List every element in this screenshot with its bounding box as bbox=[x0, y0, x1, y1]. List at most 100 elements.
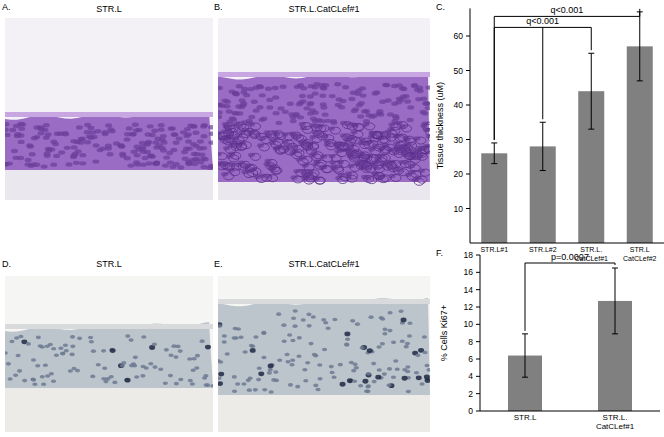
error-bar bbox=[588, 53, 594, 129]
nucleus bbox=[348, 97, 355, 101]
micrograph bbox=[5, 18, 213, 200]
nucleus bbox=[199, 153, 206, 157]
nucleus bbox=[64, 349, 69, 353]
nucleus bbox=[403, 94, 410, 98]
tick bbox=[466, 70, 470, 71]
nucleus bbox=[7, 377, 12, 381]
nucleus bbox=[360, 346, 365, 350]
nucleus bbox=[332, 318, 337, 322]
panel-label: D. bbox=[2, 259, 11, 269]
cell bbox=[315, 162, 325, 169]
nucleus bbox=[312, 353, 317, 357]
tick bbox=[466, 105, 470, 106]
image-panel: B.STR.L.CatCLef#1 bbox=[214, 2, 438, 200]
nucleus bbox=[90, 375, 95, 379]
nucleus bbox=[93, 143, 100, 147]
nucleus bbox=[201, 165, 208, 169]
nucleus bbox=[425, 106, 430, 110]
nucleus bbox=[140, 374, 145, 378]
nucleus bbox=[288, 112, 295, 116]
cell bbox=[374, 172, 384, 179]
nucleus bbox=[124, 132, 131, 136]
nucleus bbox=[295, 385, 300, 389]
nucleus bbox=[168, 353, 173, 357]
nucleus bbox=[273, 370, 278, 374]
cell bbox=[391, 174, 401, 181]
nucleus bbox=[222, 340, 227, 344]
nucleus bbox=[45, 374, 50, 378]
cell bbox=[248, 170, 258, 177]
nucleus bbox=[147, 153, 154, 157]
nucleus bbox=[132, 123, 139, 127]
nucleus bbox=[128, 338, 133, 342]
nucleus bbox=[73, 161, 80, 165]
micrograph bbox=[5, 276, 213, 432]
nucleus bbox=[19, 122, 26, 126]
bracket-line bbox=[494, 16, 640, 17]
image-panel: E.STR.L.CatCLef#1 bbox=[214, 259, 432, 432]
nucleus bbox=[366, 372, 371, 376]
stratum-corneum bbox=[5, 112, 213, 117]
nucleus bbox=[239, 98, 246, 102]
nucleus bbox=[307, 324, 312, 328]
nucleus bbox=[231, 336, 236, 340]
nucleus bbox=[58, 346, 63, 350]
tick bbox=[466, 174, 470, 175]
panel-label: A. bbox=[2, 2, 11, 12]
nucleus bbox=[319, 94, 326, 98]
nucleus bbox=[130, 149, 137, 153]
nucleus bbox=[210, 384, 213, 388]
nucleus bbox=[205, 383, 210, 387]
nucleus bbox=[407, 118, 414, 122]
nucleus bbox=[17, 156, 24, 160]
nucleus bbox=[265, 87, 272, 91]
nucleus bbox=[402, 376, 408, 381]
nucleus bbox=[84, 140, 91, 144]
nucleus bbox=[45, 132, 52, 136]
nucleus bbox=[238, 335, 243, 339]
cell bbox=[224, 173, 234, 180]
nucleus bbox=[193, 131, 200, 135]
bar-chart: F.024681012141618% Cells Ki67+STR.LSTR.L… bbox=[436, 248, 660, 431]
nucleus bbox=[351, 109, 358, 113]
nucleus bbox=[133, 356, 138, 360]
nucleus bbox=[36, 336, 41, 340]
nucleus bbox=[17, 369, 22, 373]
nucleus bbox=[290, 358, 295, 362]
nucleus bbox=[310, 117, 317, 121]
bar bbox=[481, 153, 507, 243]
nucleus bbox=[31, 358, 36, 362]
cell bbox=[267, 159, 277, 166]
nucleus bbox=[344, 331, 350, 336]
nucleus bbox=[191, 152, 198, 156]
nucleus bbox=[101, 377, 106, 381]
nucleus bbox=[43, 123, 50, 127]
nucleus bbox=[288, 383, 293, 387]
cell bbox=[293, 176, 303, 183]
nucleus bbox=[421, 111, 428, 115]
background bbox=[5, 276, 213, 432]
panel-title: STR.L.CatCLef#1 bbox=[288, 4, 359, 14]
cell bbox=[338, 177, 348, 184]
nucleus bbox=[380, 342, 385, 346]
nucleus bbox=[38, 127, 45, 131]
nucleus bbox=[63, 344, 68, 348]
significance-bracket bbox=[525, 263, 615, 331]
nucleus bbox=[144, 366, 149, 370]
nucleus bbox=[25, 158, 32, 162]
nucleus bbox=[423, 101, 430, 105]
nucleus bbox=[76, 125, 83, 129]
nucleus bbox=[133, 160, 140, 164]
nucleus bbox=[367, 348, 373, 353]
nucleus bbox=[118, 363, 124, 368]
panel-label: C. bbox=[436, 2, 445, 12]
nucleus bbox=[146, 161, 153, 165]
nucleus bbox=[153, 162, 160, 166]
nucleus bbox=[347, 378, 353, 383]
tick bbox=[476, 376, 480, 377]
nucleus bbox=[235, 382, 240, 386]
cell bbox=[314, 130, 324, 137]
nucleus bbox=[218, 115, 222, 119]
cell bbox=[224, 130, 234, 137]
nucleus bbox=[87, 136, 94, 140]
